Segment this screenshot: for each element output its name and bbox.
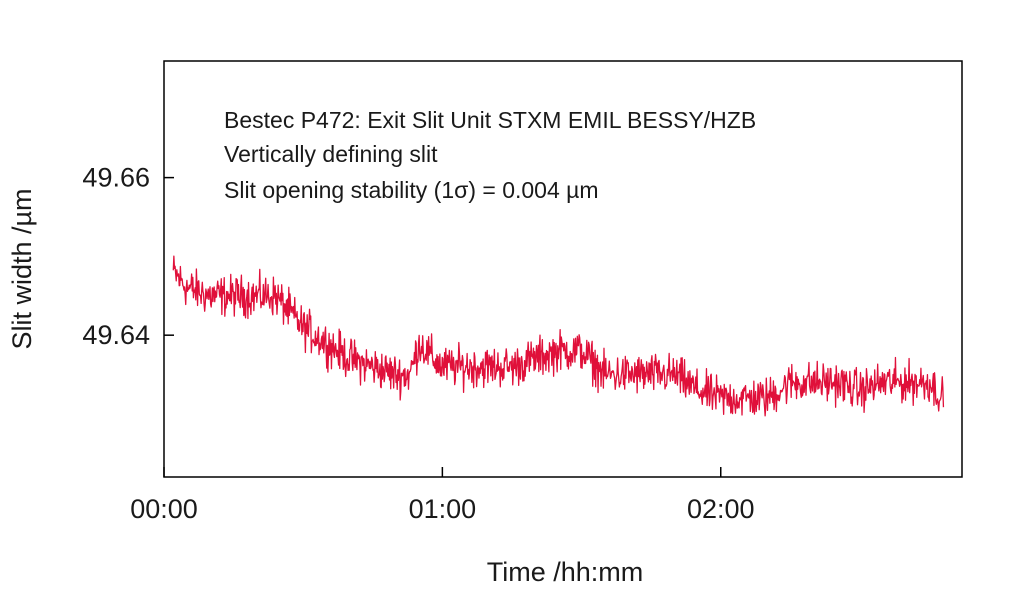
y-axis-title: Slit width /µm [7, 188, 37, 349]
x-tick-label: 02:00 [687, 494, 755, 524]
x-tick-label: 01:00 [409, 494, 477, 524]
y-tick-label: 49.64 [82, 320, 150, 350]
x-tick-label: 00:00 [130, 494, 198, 524]
plot-frame [163, 60, 963, 478]
annotation-line-2: Vertically defining slit [224, 141, 438, 167]
series-line [172, 255, 945, 417]
annotation-line-1: Bestec P472: Exit Slit Unit STXM EMIL BE… [224, 107, 756, 133]
annotation-line-3: Slit opening stability (1σ) = 0.004 µm [224, 177, 599, 203]
axis-tick-labels: 00:00 01:00 02:00 49.64 49.66 [82, 163, 754, 524]
y-tick-label: 49.66 [82, 163, 150, 193]
axis-ticks [163, 176, 722, 477]
x-axis-title: Time /hh:mm [487, 557, 644, 587]
